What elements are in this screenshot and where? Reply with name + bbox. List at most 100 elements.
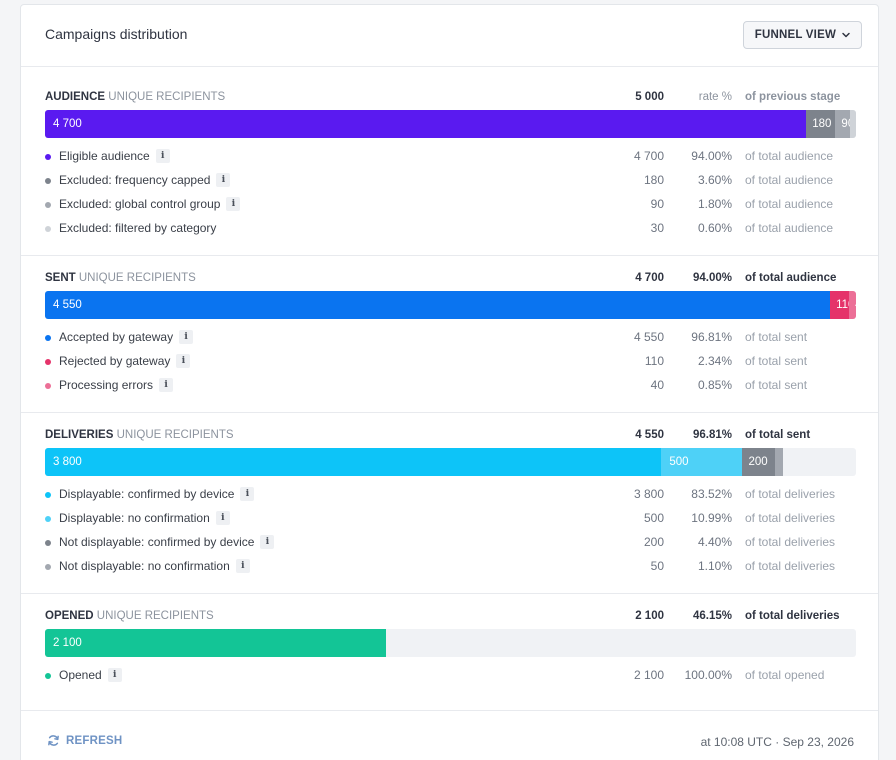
bar-segment[interactable]: 90: [835, 110, 850, 138]
info-icon[interactable]: i: [107, 668, 122, 682]
section-deliveries: DELIVERIES UNIQUE RECIPIENTS 4 550 96.81% o…: [21, 413, 878, 594]
row-count: 90: [650, 197, 664, 211]
row-reference: of total deliveries: [745, 535, 836, 549]
bar-segment[interactable]: 200: [742, 448, 775, 476]
breakdown-row: Not displayable: no confirmation i 50 1.10%…: [45, 558, 854, 576]
refresh-button[interactable]: REFRESH: [47, 734, 122, 747]
section-title: AUDIENCE UNIQUE RECIPIENTS: [45, 91, 225, 103]
row-label: Not displayable: confirmed by device: [59, 535, 255, 549]
row-label: Excluded: filtered by category: [59, 221, 217, 235]
info-icon[interactable]: i: [215, 511, 230, 525]
section-header: DELIVERIES UNIQUE RECIPIENTS 4 550 96.81% o…: [45, 429, 854, 449]
info-icon[interactable]: i: [226, 197, 241, 211]
row-label: Displayable: confirmed by device: [59, 487, 235, 501]
bar-segment[interactable]: 4 700: [45, 110, 807, 138]
row-label-wrap: Excluded: frequency capped i: [59, 173, 231, 187]
row-label-wrap: Not displayable: no confirmation i: [59, 559, 250, 573]
info-icon[interactable]: i: [179, 330, 194, 344]
bar-segment[interactable]: 30: [850, 110, 856, 138]
section-count: 4 550: [635, 429, 664, 441]
row-reference: of total deliveries: [745, 487, 836, 501]
bar-segment[interactable]: [774, 448, 783, 476]
section-name: OPENED: [45, 610, 94, 622]
row-count: 4 550: [633, 330, 664, 344]
row-label-wrap: Processing errors i: [59, 378, 174, 392]
section-reference: of total audience: [745, 272, 837, 284]
row-count: 110: [644, 354, 664, 368]
bar-segment[interactable]: 180: [806, 110, 836, 138]
row-reference: of total sent: [745, 354, 808, 368]
bar-segment[interactable]: 40: [849, 291, 856, 319]
section-rate: 46.15%: [692, 610, 732, 622]
info-icon[interactable]: i: [240, 487, 255, 501]
section-name: AUDIENCE: [45, 91, 106, 103]
row-label: Excluded: global control group: [59, 197, 221, 211]
row-label: Opened: [59, 668, 102, 682]
row-label: Rejected by gateway: [59, 354, 171, 368]
bar-segment[interactable]: 500: [661, 448, 743, 476]
info-icon[interactable]: i: [176, 354, 191, 368]
legend-dot: [45, 335, 51, 341]
section-title: SENT UNIQUE RECIPIENTS: [45, 272, 196, 284]
legend-dot: [45, 540, 51, 546]
section-count: 5 000: [635, 91, 664, 103]
breakdown-row: Not displayable: confirmed by device i 200…: [45, 534, 854, 552]
row-rate: 0.85%: [697, 378, 732, 392]
section-subtitle: UNIQUE RECIPIENTS: [96, 610, 214, 622]
section-title: OPENED UNIQUE RECIPIENTS: [45, 610, 214, 622]
info-icon[interactable]: i: [216, 173, 231, 187]
funnel-view-dropdown[interactable]: FUNNEL VIEW: [742, 21, 862, 49]
section-audience: AUDIENCE UNIQUE RECIPIENTS 5 000 rate % of …: [21, 67, 878, 256]
refresh-label: REFRESH: [66, 734, 123, 747]
section-count: 4 700: [635, 272, 664, 284]
row-rate: 1.80%: [697, 197, 732, 211]
bar-segment[interactable]: 2 100: [45, 629, 386, 657]
bar-segment[interactable]: 3 800: [45, 448, 662, 476]
legend-dot: [45, 202, 51, 208]
section-reference: of previous stage: [745, 91, 841, 103]
row-label: Excluded: frequency capped: [59, 173, 211, 187]
breakdown-row: Eligible audience i 4 700 94.00% of total au…: [45, 148, 854, 166]
row-reference: of total deliveries: [745, 559, 836, 573]
row-reference: of total audience: [745, 173, 834, 187]
row-reference: of total audience: [745, 149, 834, 163]
row-rate: 1.10%: [697, 559, 732, 573]
info-icon[interactable]: i: [159, 378, 174, 392]
last-updated-timestamp: at 10:08 UTC · Sep 23, 2026: [700, 735, 854, 749]
row-label-wrap: Rejected by gateway i: [59, 354, 191, 368]
card-title: Campaigns distribution: [45, 26, 188, 42]
card-footer: REFRESH at 10:08 UTC · Sep 23, 2026: [21, 711, 878, 760]
section-sent: SENT UNIQUE RECIPIENTS 4 700 94.00% of tota…: [21, 256, 878, 413]
breakdown-row: Accepted by gateway i 4 550 96.81% of total …: [45, 329, 854, 347]
section-reference: of total sent: [745, 429, 811, 441]
row-count: 4 700: [633, 149, 664, 163]
section-rate: 94.00%: [692, 272, 732, 284]
breakdown-row: Rejected by gateway i 110 2.34% of total sen…: [45, 353, 854, 371]
distribution-bar: 4 7001809030: [45, 110, 856, 138]
bar-segment[interactable]: 4 550: [45, 291, 831, 319]
card-header: Campaigns distribution FUNNEL VIEW: [21, 5, 878, 67]
info-icon[interactable]: i: [260, 535, 275, 549]
section-name: DELIVERIES: [45, 429, 114, 441]
info-icon[interactable]: i: [155, 149, 170, 163]
row-reference: of total audience: [745, 197, 834, 211]
row-reference: of total audience: [745, 221, 834, 235]
section-title: DELIVERIES UNIQUE RECIPIENTS: [45, 429, 234, 441]
row-reference: of total opened: [745, 668, 825, 682]
section-subtitle: UNIQUE RECIPIENTS: [78, 272, 196, 284]
row-count: 180: [643, 173, 664, 187]
breakdown-row: Displayable: no confirmation i 500 10.99% of…: [45, 510, 854, 528]
row-label-wrap: Excluded: filtered by category: [59, 221, 216, 235]
legend-dot: [45, 383, 51, 389]
section-count: 2 100: [635, 610, 664, 622]
row-label-wrap: Displayable: confirmed by device i: [59, 487, 255, 501]
row-count: 200: [643, 535, 664, 549]
info-icon[interactable]: i: [235, 559, 250, 573]
distribution-bar: 3 800 500 200: [45, 448, 856, 476]
row-label-wrap: Displayable: no confirmation i: [59, 511, 230, 525]
campaigns-distribution-card: Campaigns distribution FUNNEL VIEW AUDIE…: [20, 4, 879, 760]
row-label-wrap: Accepted by gateway i: [59, 330, 194, 344]
row-rate: 10.99%: [691, 511, 732, 525]
bar-segment[interactable]: 110: [830, 291, 850, 319]
section-header: OPENED UNIQUE RECIPIENTS 2 100 46.15% of to…: [45, 610, 854, 630]
